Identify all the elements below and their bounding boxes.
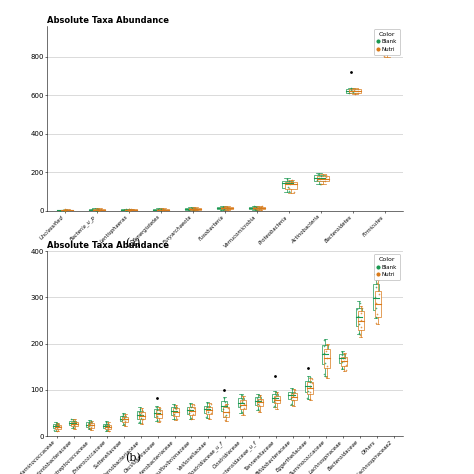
Bar [139, 412, 145, 419]
Bar [249, 207, 261, 209]
Bar [346, 89, 357, 92]
Bar [382, 43, 393, 53]
Bar [291, 393, 297, 401]
Legend: Blank, Nutri: Blank, Nutri [374, 254, 400, 280]
Bar [190, 408, 195, 415]
Bar [358, 311, 364, 330]
Bar [255, 397, 261, 405]
Bar [157, 209, 169, 210]
Bar [238, 398, 244, 408]
Bar [223, 408, 229, 417]
Bar [70, 421, 75, 425]
Bar [154, 409, 160, 417]
Bar [322, 345, 328, 365]
Bar [307, 383, 313, 393]
Bar [121, 209, 133, 210]
Bar [272, 394, 278, 402]
Bar [185, 209, 197, 210]
Text: (b): (b) [125, 453, 141, 463]
Bar [341, 356, 347, 366]
Bar [103, 424, 109, 428]
Bar [171, 408, 177, 415]
Bar [257, 399, 263, 406]
Bar [221, 207, 233, 209]
Legend: Blank, Nutri: Blank, Nutri [374, 29, 400, 55]
Bar [173, 409, 179, 416]
Bar [349, 89, 361, 93]
Bar [204, 406, 210, 413]
Bar [356, 308, 362, 326]
Bar [375, 291, 381, 317]
Bar [120, 416, 126, 421]
Bar [253, 207, 265, 209]
Bar [218, 207, 229, 210]
Bar [206, 407, 212, 414]
Bar [373, 284, 379, 310]
Bar [90, 209, 101, 210]
Bar [125, 209, 137, 210]
Bar [88, 423, 94, 428]
Bar [55, 425, 61, 429]
Bar [105, 425, 111, 428]
Bar [392, 264, 398, 273]
Bar [189, 209, 201, 210]
Bar [324, 349, 330, 368]
Bar [156, 410, 162, 418]
Text: Absolute Taxa Abundance: Absolute Taxa Abundance [47, 241, 169, 250]
Bar [339, 354, 345, 363]
Bar [378, 36, 389, 46]
Text: (a): (a) [125, 238, 140, 248]
Bar [53, 424, 59, 428]
Text: Absolute Taxa Abundance: Absolute Taxa Abundance [47, 16, 169, 25]
Bar [122, 417, 128, 422]
Bar [390, 261, 396, 271]
Bar [187, 407, 193, 414]
Bar [282, 181, 293, 188]
Bar [72, 422, 78, 426]
Bar [318, 176, 329, 181]
Bar [154, 209, 165, 210]
Bar [285, 182, 297, 189]
Bar [289, 392, 294, 399]
Bar [221, 401, 227, 410]
Bar [240, 400, 246, 409]
Bar [305, 381, 311, 392]
Bar [86, 422, 92, 427]
Bar [93, 209, 105, 210]
Bar [137, 411, 143, 419]
Bar [313, 175, 325, 181]
Bar [273, 396, 280, 403]
